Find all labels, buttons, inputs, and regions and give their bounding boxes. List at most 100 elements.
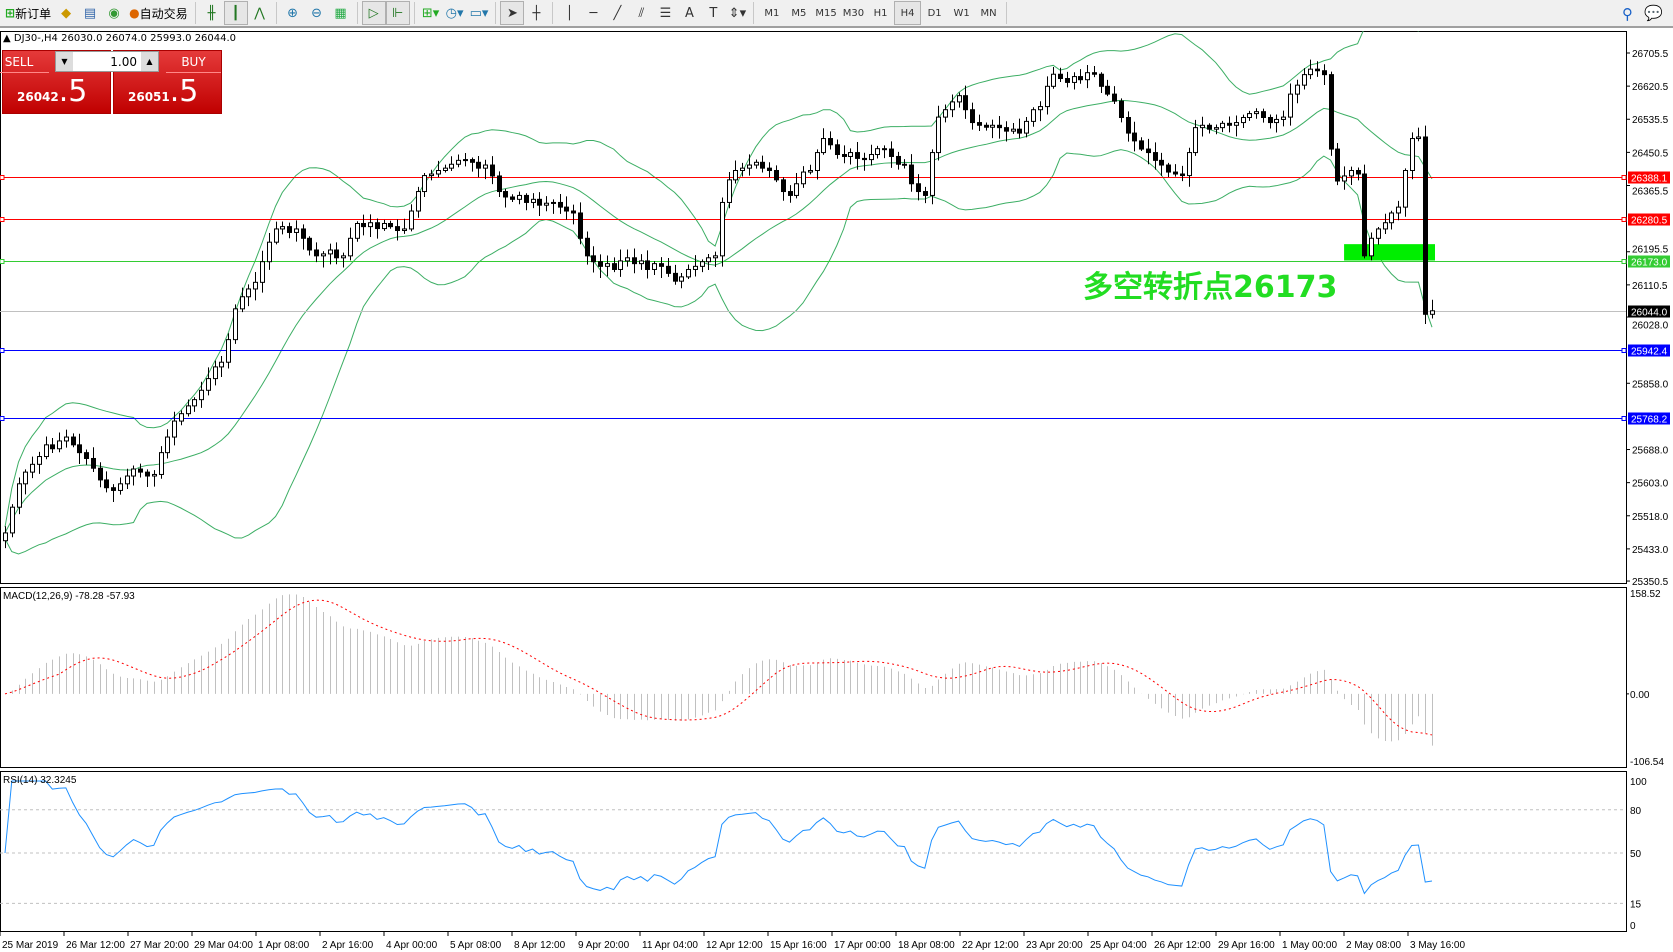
candle-bull bbox=[30, 463, 35, 473]
candle-bull bbox=[1241, 116, 1246, 124]
candle-bear bbox=[1335, 148, 1340, 182]
time-label: 1 May 00:00 bbox=[1282, 940, 1337, 951]
candle-bull bbox=[246, 288, 251, 298]
price-tick-label: 25518.0 bbox=[1632, 512, 1669, 523]
candle-bear bbox=[395, 226, 400, 232]
zoom-in-icon[interactable]: ⊕ bbox=[287, 5, 299, 21]
timeframe-d1[interactable]: D1 bbox=[927, 7, 942, 19]
auto-trading-button[interactable]: ● 自动交易 bbox=[129, 6, 188, 21]
time-label: 29 Apr 16:00 bbox=[1218, 940, 1275, 951]
timeframe-h1[interactable]: H1 bbox=[873, 7, 888, 19]
candle-bull bbox=[869, 154, 874, 161]
candle-bull bbox=[747, 164, 752, 169]
auto-scroll-icon[interactable]: ▷ bbox=[361, 1, 386, 25]
candle-bear bbox=[334, 249, 339, 259]
price-plot bbox=[0, 31, 1626, 555]
lot-increase-button[interactable]: ▲ bbox=[141, 52, 158, 71]
navigator-icon[interactable]: ▤ bbox=[83, 5, 97, 21]
candle-bull bbox=[443, 167, 448, 171]
crosshair-icon[interactable]: ┼ bbox=[532, 5, 541, 21]
vertical-line-icon[interactable]: │ bbox=[565, 5, 574, 21]
auto-trading-icon: ● bbox=[129, 6, 140, 20]
rsi-line bbox=[4, 780, 1433, 895]
candle-bull bbox=[199, 389, 204, 401]
search-icon[interactable]: ⚲ bbox=[1622, 5, 1633, 23]
trendline-icon[interactable]: ╱ bbox=[613, 5, 622, 21]
candle-bear bbox=[1180, 173, 1185, 177]
separator bbox=[495, 2, 497, 24]
candle-bull bbox=[44, 444, 49, 458]
candle-bull bbox=[213, 366, 218, 380]
candle-bear bbox=[503, 191, 508, 198]
candle-bull bbox=[409, 210, 414, 230]
timeframe-w1[interactable]: W1 bbox=[953, 7, 970, 19]
text-label-icon[interactable]: T bbox=[709, 5, 718, 21]
candle-bear bbox=[1207, 124, 1212, 130]
timeframe-m5[interactable]: M5 bbox=[791, 7, 807, 19]
macd-signal-line bbox=[4, 599, 1433, 736]
candle-bull bbox=[463, 159, 468, 162]
time-label: 27 Mar 20:00 bbox=[130, 940, 189, 951]
time-label: 12 Apr 12:00 bbox=[706, 940, 763, 951]
time-label: 3 May 16:00 bbox=[1410, 940, 1465, 951]
market-watch-icon[interactable]: ◆ bbox=[61, 5, 72, 21]
lot-size-stepper[interactable]: ▼ 1.00 ▲ bbox=[55, 51, 159, 72]
time-label: 4 Apr 00:00 bbox=[386, 940, 438, 951]
lot-input[interactable]: 1.00 bbox=[110, 54, 137, 69]
fibonacci-icon[interactable]: ☰ bbox=[659, 5, 672, 21]
candle-bull bbox=[1281, 116, 1286, 120]
periods-icon[interactable]: ◷▾ bbox=[445, 5, 464, 21]
timeframe-m15[interactable]: M15 bbox=[815, 7, 837, 19]
macd-label: MACD(12,26,9) -78.28 -57.93 bbox=[3, 591, 135, 602]
candle-bull bbox=[1288, 93, 1293, 118]
candle-bull bbox=[368, 222, 373, 228]
zoom-out-icon[interactable]: ⊖ bbox=[311, 5, 323, 21]
candle-bear bbox=[558, 201, 563, 208]
text-icon[interactable]: A bbox=[684, 5, 694, 21]
line-chart-icon[interactable]: ⋀ bbox=[254, 5, 265, 21]
price-tick-label: 26195.5 bbox=[1632, 245, 1669, 256]
level-handle bbox=[0, 416, 5, 421]
candle-bull bbox=[192, 399, 197, 407]
time-label: 23 Apr 20:00 bbox=[1026, 940, 1083, 951]
symbol-ohlc: DJ30-,H4 26030.0 26074.0 25993.0 26044.0 bbox=[13, 33, 237, 44]
candle-bull bbox=[1085, 72, 1090, 81]
arrows-icon[interactable]: ⇕▾ bbox=[728, 5, 747, 21]
candle-bear bbox=[1329, 74, 1334, 150]
candle-bear bbox=[774, 169, 779, 181]
equidistant-channel-icon[interactable]: ⫽ bbox=[638, 5, 645, 21]
tile-windows-icon[interactable]: ▦ bbox=[334, 5, 347, 21]
candle-bear bbox=[882, 148, 887, 151]
candle-bear bbox=[916, 183, 921, 193]
timeframe-mn[interactable]: MN bbox=[980, 7, 997, 19]
chart-window[interactable]: 26705.5 26620.5 26535.5 26450.5 26365.5 26195… bbox=[0, 30, 1673, 952]
timeframe-m1[interactable]: M1 bbox=[764, 7, 780, 19]
timeframe-h4[interactable]: H4 bbox=[894, 1, 922, 25]
horizontal-line-icon[interactable]: ─ bbox=[589, 5, 598, 21]
candle-bear bbox=[963, 95, 968, 111]
chat-icon[interactable]: 💬 bbox=[1644, 4, 1663, 22]
new-order-button[interactable]: ⊞ 新订单 bbox=[5, 6, 52, 21]
templates-icon[interactable]: ▭▾ bbox=[469, 5, 489, 21]
candle-bull bbox=[348, 237, 353, 257]
price-tick-label: 25350.5 bbox=[1632, 577, 1669, 588]
macd-pane bbox=[0, 587, 1627, 768]
chart-shift-icon[interactable]: ⊩ bbox=[385, 1, 410, 25]
candle-bull bbox=[605, 263, 610, 267]
candle-bull bbox=[1234, 122, 1239, 126]
bar-chart-icon[interactable]: ╫ bbox=[207, 5, 216, 21]
separator bbox=[753, 2, 755, 24]
time-label: 15 Apr 16:00 bbox=[770, 940, 827, 951]
candle-bear bbox=[1322, 70, 1327, 76]
timeframe-m30[interactable]: M30 bbox=[842, 7, 865, 19]
lot-decrease-button[interactable]: ▼ bbox=[56, 52, 73, 71]
candle-bear bbox=[659, 263, 664, 267]
indicators-icon[interactable]: ⊞▾ bbox=[421, 5, 440, 21]
signals-icon[interactable]: ◉ bbox=[108, 5, 120, 21]
candle-bear bbox=[855, 152, 860, 159]
candlestick-icon[interactable]: ┃ bbox=[223, 1, 248, 25]
candle-bear bbox=[896, 155, 901, 165]
candle-bull bbox=[930, 152, 935, 196]
candle-bull bbox=[125, 475, 130, 485]
cursor-icon[interactable]: ➤ bbox=[500, 1, 525, 25]
